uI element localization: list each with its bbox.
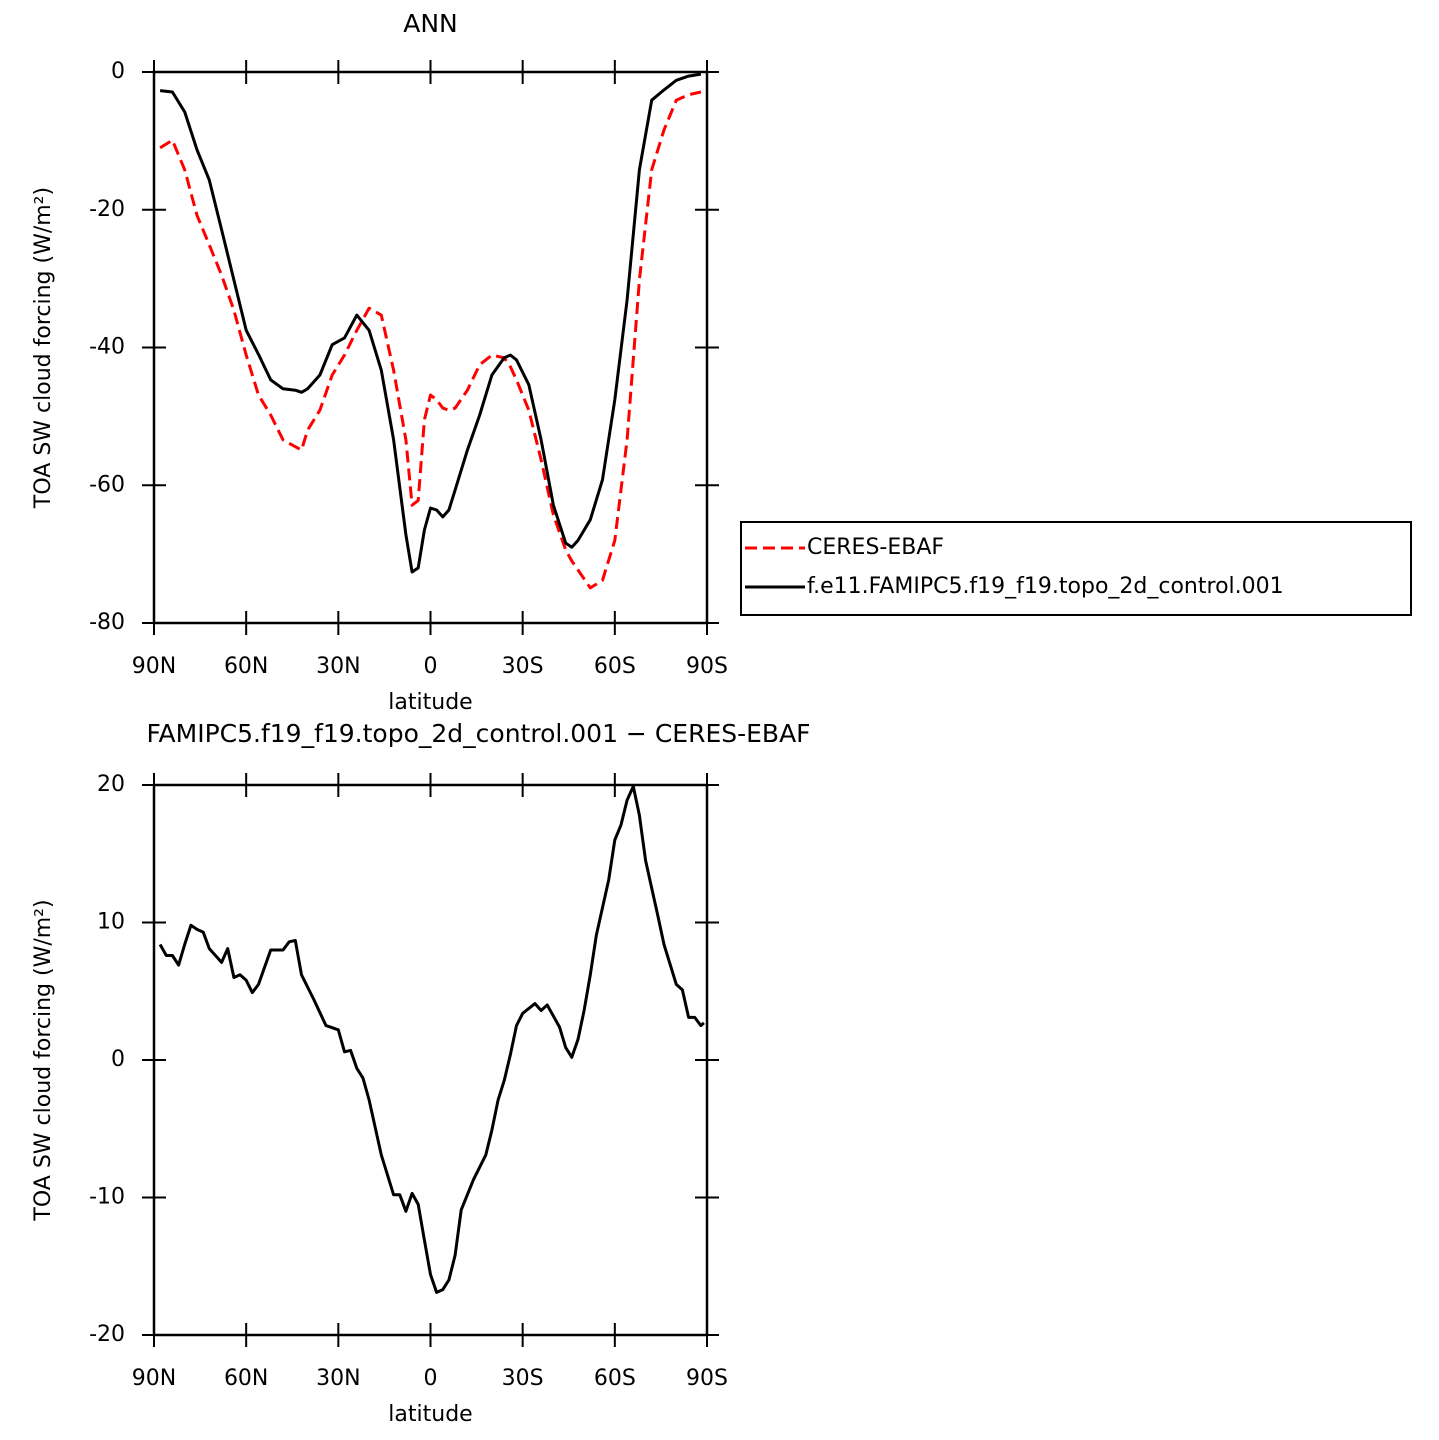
x-tick-label: 90S: [686, 1366, 728, 1391]
y-tick-label: 0: [111, 1047, 125, 1072]
plot-frame: [152, 70, 709, 625]
x-tick-label: 0: [424, 654, 438, 679]
x-tick-label: 30S: [502, 654, 544, 679]
chart-title: ANN: [403, 9, 458, 38]
data-line: [159, 90, 702, 590]
plot-frame: [152, 783, 709, 1337]
x-tick-label: 60S: [594, 654, 636, 679]
x-axis-label: latitude: [388, 690, 472, 715]
y-tick-label: -20: [89, 1322, 125, 1347]
x-tick-label: 60S: [594, 1366, 636, 1391]
chart-title: FAMIPC5.f19_f19.topo_2d_control.001 − CE…: [146, 719, 810, 748]
legend-label: f.e11.FAMIPC5.f19_f19.topo_2d_control.00…: [807, 574, 1284, 599]
y-tick-label: -10: [89, 1185, 125, 1210]
data-line: [158, 784, 705, 1294]
y-tick-label: 10: [97, 910, 125, 935]
y-tick-label: 0: [111, 59, 125, 84]
x-axis-label: latitude: [388, 1402, 472, 1427]
y-axis-label: TOA SW cloud forcing (W/m²): [31, 187, 56, 509]
y-tick-label: 20: [97, 772, 125, 797]
x-tick-label: 30N: [316, 654, 360, 679]
y-tick-label: -60: [89, 472, 125, 497]
y-axis-label: TOA SW cloud forcing (W/m²): [31, 899, 56, 1221]
x-tick-label: 90N: [132, 1366, 176, 1391]
y-tick-label: -20: [89, 197, 125, 222]
legend: CERES-EBAF f.e11.FAMIPC5.f19_f19.topo_2d_…: [740, 521, 1412, 616]
x-tick-label: 90N: [132, 654, 176, 679]
legend-box: [740, 521, 1412, 616]
x-tick-label: 0: [424, 1366, 438, 1391]
x-tick-label: 60N: [224, 1366, 268, 1391]
y-tick-label: -80: [89, 610, 125, 635]
legend-label: CERES-EBAF: [807, 535, 944, 560]
y-tick-label: -40: [89, 335, 125, 360]
data-line: [159, 72, 702, 574]
x-tick-label: 60N: [224, 654, 268, 679]
x-tick-label: 30S: [502, 1366, 544, 1391]
x-tick-label: 90S: [686, 654, 728, 679]
x-tick-label: 30N: [316, 1366, 360, 1391]
